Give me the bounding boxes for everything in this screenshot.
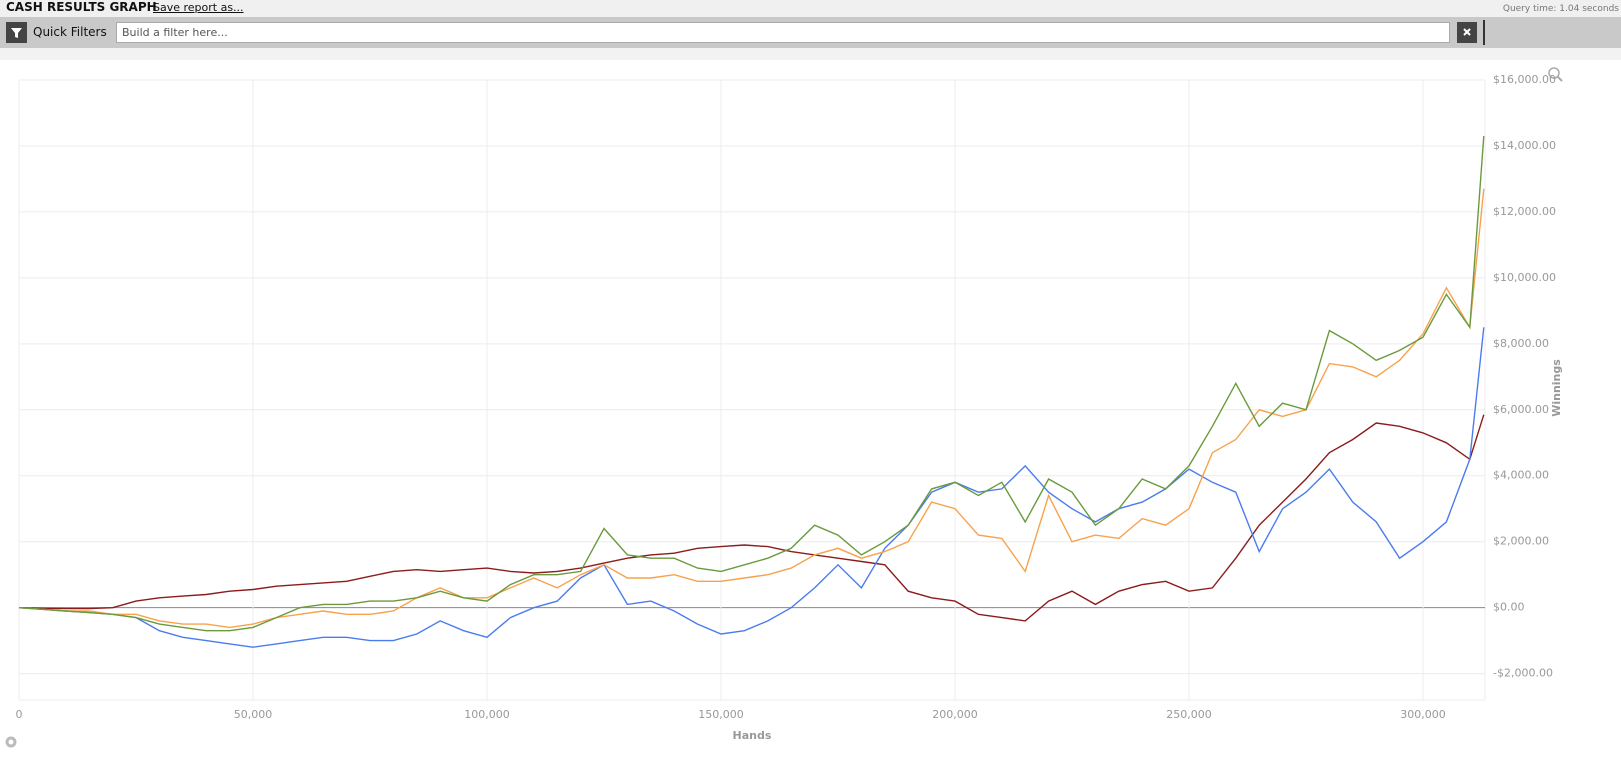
y-tick-label: $16,000.00 — [1493, 73, 1556, 86]
y-axis-label: Winnings — [1550, 359, 1563, 417]
query-time: Query time: 1.04 seconds — [1502, 4, 1619, 14]
x-tick-label: 0 — [16, 708, 23, 721]
y-tick-label: -$2,000.00 — [1493, 667, 1553, 680]
y-tick-label: $0.00 — [1493, 601, 1525, 614]
clear-button[interactable] — [1457, 22, 1477, 43]
y-tick-label: $12,000.00 — [1493, 205, 1556, 218]
separator — [1483, 20, 1485, 45]
y-tick-label: $6,000.00 — [1493, 403, 1549, 416]
x-tick-label: 100,000 — [464, 708, 510, 721]
x-tick-label: 300,000 — [1400, 708, 1446, 721]
x-tick-label: 50,000 — [234, 708, 273, 721]
series-line — [18, 414, 1485, 622]
series-line — [18, 327, 1485, 648]
series-line — [18, 188, 1485, 629]
quick-filters-label: Quick Filters — [33, 25, 107, 39]
chart: Hands Winnings -$2,000.00 $0.00 $2,000.00 $… — [5, 67, 1563, 748]
x-axis-label: Hands — [733, 729, 772, 742]
save-link[interactable]: Save report as... — [153, 1, 244, 14]
plot-frame — [18, 79, 1486, 701]
y-tick-label: $4,000.00 — [1493, 469, 1549, 482]
y-tick-label: $8,000.00 — [1493, 337, 1549, 350]
filter-icon — [11, 28, 22, 38]
y-tick-label: $10,000.00 — [1493, 271, 1556, 284]
top-bar — [0, 0, 1621, 17]
x-tick-label: 250,000 — [1166, 708, 1212, 721]
y-tick-label: $2,000.00 — [1493, 535, 1549, 548]
settings-icon[interactable] — [5, 736, 17, 748]
filter-button[interactable] — [6, 22, 27, 43]
y-tick-label: $14,000.00 — [1493, 139, 1556, 152]
x-tick-label: 150,000 — [698, 708, 744, 721]
strip — [0, 48, 1621, 60]
clear-icon — [1463, 28, 1471, 36]
zoom-icon-handle — [1557, 76, 1563, 82]
report-title: CASH RESULTS GRAPH — [6, 0, 157, 14]
x-tick-label: 200,000 — [932, 708, 978, 721]
zoom-icon[interactable] — [1548, 67, 1560, 79]
series-line — [18, 136, 1485, 632]
filter-input[interactable]: Build a filter here... — [116, 22, 1450, 43]
